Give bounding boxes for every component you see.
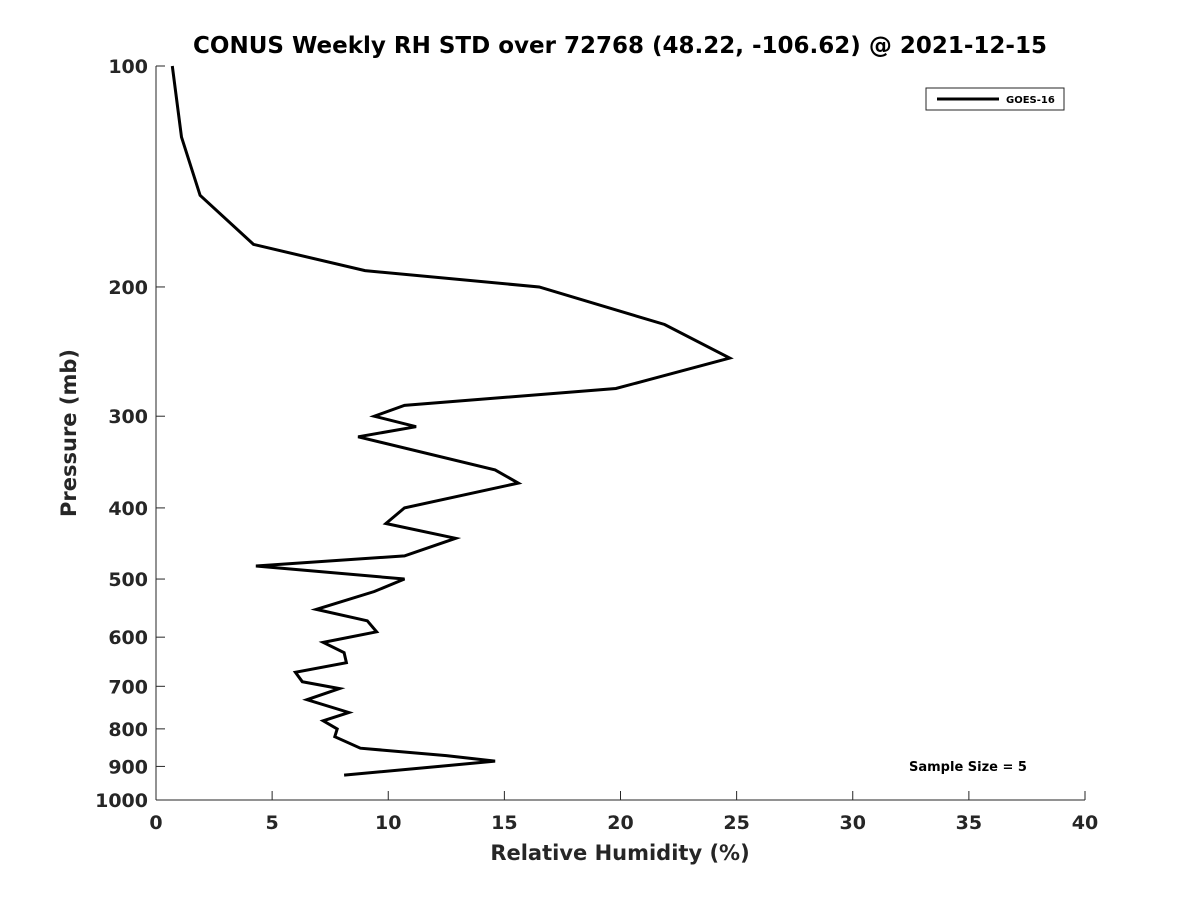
y-tick-label: 1000 — [95, 790, 148, 812]
x-tick-label: 5 — [266, 812, 279, 834]
series-line-goes-16 — [170, 65, 734, 777]
y-axis-label: Pressure (mb) — [57, 349, 81, 517]
y-tick-label: 800 — [108, 719, 148, 741]
legend-label: GOES-16 — [1006, 95, 1055, 106]
y-tick-label: 600 — [108, 627, 148, 649]
x-axis-ticks: 0 5 10 15 20 25 30 35 40 — [149, 791, 1098, 834]
sample-size-annotation: Sample Size = 5 — [909, 760, 1027, 775]
y-tick-label: 900 — [108, 756, 148, 778]
x-tick-label: 10 — [375, 812, 401, 834]
y-axis-ticks: 100 200 300 400 500 600 700 800 900 1000 — [95, 56, 165, 812]
y-tick-label: 500 — [108, 569, 148, 591]
y-tick-label: 100 — [108, 56, 148, 78]
y-tick-label: 400 — [108, 498, 148, 520]
legend: GOES-16 — [925, 87, 1065, 111]
x-tick-label: 15 — [491, 812, 517, 834]
series-layer — [170, 65, 734, 777]
y-tick-label: 300 — [108, 406, 148, 428]
x-tick-label: 40 — [1072, 812, 1098, 834]
x-tick-label: 25 — [723, 812, 749, 834]
x-tick-label: 35 — [956, 812, 982, 834]
chart-title: CONUS Weekly RH STD over 72768 (48.22, -… — [193, 33, 1047, 59]
plot-area — [156, 66, 1085, 800]
x-tick-label: 0 — [149, 812, 162, 834]
x-tick-label: 20 — [607, 812, 633, 834]
y-tick-label: 700 — [108, 676, 148, 698]
y-tick-label: 200 — [108, 277, 148, 299]
x-tick-label: 30 — [840, 812, 866, 834]
x-axis-label: Relative Humidity (%) — [490, 841, 749, 865]
